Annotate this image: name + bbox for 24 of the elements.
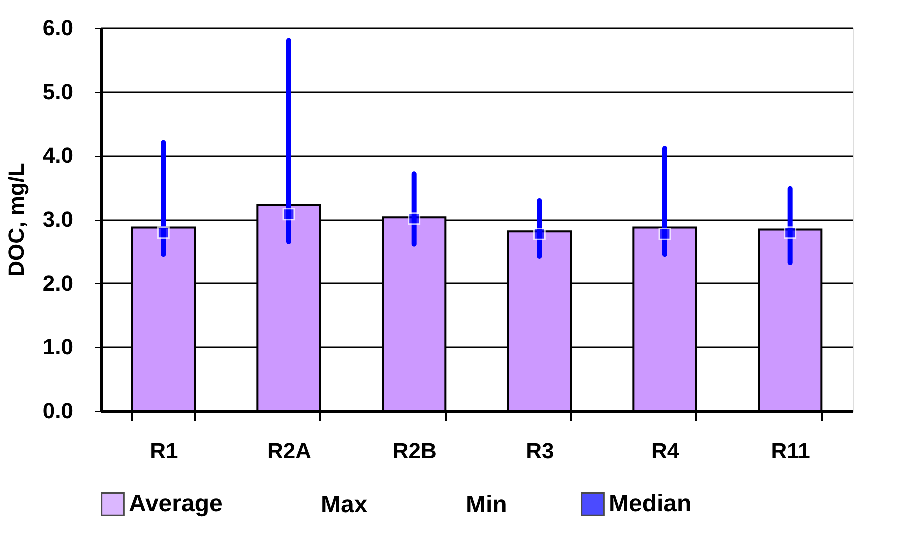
y-tick-label: 0.0 [42, 398, 74, 424]
legend-label: Average [129, 490, 223, 518]
y-axis-title: DOC, mg/L [4, 163, 29, 277]
y-tick-label: 2.0 [42, 270, 74, 296]
y-tick-label: 6.0 [42, 16, 74, 40]
y-tick-label: 1.0 [42, 334, 74, 360]
point [157, 226, 170, 240]
text: Min [466, 492, 508, 518]
point [533, 228, 546, 240]
point [282, 208, 296, 221]
point [658, 228, 672, 240]
x-tick-label: R4 [651, 438, 680, 464]
legend-label: Median [609, 490, 692, 518]
x-tick-label: R11 [771, 438, 810, 464]
x-tick-label: R2B [392, 438, 437, 464]
point [408, 212, 421, 226]
y-tick-label: 4.0 [42, 143, 74, 168]
y-tick-label: 3.0 [42, 207, 74, 232]
point [784, 226, 797, 240]
text: Max [321, 492, 368, 518]
y-tick-label: 5.0 [42, 79, 74, 104]
x-tick-label: R1 [150, 438, 178, 464]
x-tick-label: R2A [267, 438, 312, 464]
x-tick-label: R3 [526, 438, 554, 464]
